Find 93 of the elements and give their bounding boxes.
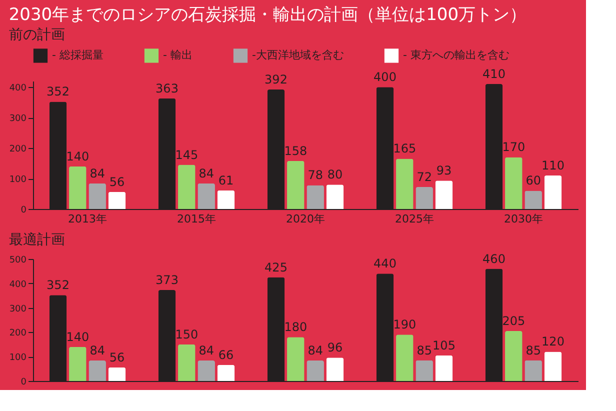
bar xyxy=(108,367,126,381)
data-label: 84 xyxy=(90,166,105,180)
x-tick-label: 2013年 xyxy=(68,212,107,226)
bar xyxy=(416,360,433,381)
x-tick-label: 2015年 xyxy=(177,212,216,226)
data-label: 352 xyxy=(46,84,70,99)
x-tick-label: 2020年 xyxy=(286,212,325,226)
bar xyxy=(524,190,542,209)
bar xyxy=(435,355,453,381)
y-tick-label: 100 xyxy=(9,353,27,364)
bar xyxy=(505,330,522,381)
data-label: 66 xyxy=(218,348,234,362)
data-label: 78 xyxy=(308,168,323,182)
data-label: 84 xyxy=(90,344,105,358)
bar xyxy=(88,360,106,381)
bar xyxy=(178,344,196,381)
data-label: 440 xyxy=(374,256,396,271)
data-label: 72 xyxy=(416,170,432,184)
chart-title: 最適計画 xyxy=(8,232,65,248)
data-label: 352 xyxy=(46,278,70,292)
bar xyxy=(217,364,235,381)
data-label: 140 xyxy=(66,330,90,344)
bar xyxy=(544,352,562,381)
y-tick-label: 100 xyxy=(9,175,27,186)
bar xyxy=(287,160,304,209)
bar xyxy=(326,358,344,381)
data-label: 460 xyxy=(482,252,506,266)
bar xyxy=(217,190,235,209)
x-tick-label: 2025年 xyxy=(395,212,434,226)
bar xyxy=(396,158,414,209)
data-label: 410 xyxy=(482,67,506,82)
data-label: 190 xyxy=(393,318,416,332)
data-label: 61 xyxy=(218,173,234,188)
legend-label: - 総採掘量 xyxy=(52,48,104,62)
bar xyxy=(69,346,86,381)
data-label: 84 xyxy=(198,166,214,180)
legend-label: - 東方への輸出を含む xyxy=(403,48,510,62)
y-tick-label: 0 xyxy=(20,378,27,388)
data-label: 400 xyxy=(374,70,396,84)
x-tick-label: 2030年 xyxy=(504,212,543,226)
y-tick-label: 300 xyxy=(9,304,27,314)
y-tick-label: 0 xyxy=(20,206,27,216)
bar xyxy=(435,180,453,209)
bar xyxy=(287,337,304,381)
bar xyxy=(306,185,324,209)
bar xyxy=(69,166,86,209)
data-label: 80 xyxy=(327,168,343,182)
bar xyxy=(524,360,542,381)
bar xyxy=(88,183,106,209)
data-label: 392 xyxy=(264,72,288,87)
data-label: 110 xyxy=(542,158,564,172)
bar xyxy=(306,360,324,381)
data-label: 170 xyxy=(502,140,526,154)
y-tick-label: 500 xyxy=(9,256,27,266)
data-label: 93 xyxy=(436,164,452,178)
y-tick-label: 400 xyxy=(9,280,27,290)
y-tick-label: 400 xyxy=(9,84,27,94)
data-label: 96 xyxy=(327,340,343,355)
data-label: 120 xyxy=(542,334,564,349)
data-label: 373 xyxy=(156,272,178,287)
bar xyxy=(198,360,215,381)
legend-label: - 輸出 xyxy=(163,48,192,62)
data-label: 85 xyxy=(526,343,541,358)
bar xyxy=(108,192,126,209)
data-label: 60 xyxy=(526,174,541,188)
bar xyxy=(326,184,344,209)
data-label: 84 xyxy=(308,344,323,358)
y-tick-label: 300 xyxy=(9,114,27,124)
data-label: 158 xyxy=(284,144,308,158)
data-label: 150 xyxy=(175,327,198,342)
data-label: 84 xyxy=(198,344,214,358)
data-label: 140 xyxy=(66,149,90,164)
data-label: 180 xyxy=(284,320,308,334)
bar xyxy=(396,334,414,381)
bar xyxy=(544,175,562,209)
data-label: 56 xyxy=(109,350,125,364)
data-label: 145 xyxy=(175,148,198,162)
data-label: 165 xyxy=(393,142,416,156)
data-label: 205 xyxy=(502,314,526,328)
y-tick-label: 200 xyxy=(9,144,27,155)
y-tick-label: 200 xyxy=(9,328,27,339)
chart-title: 2030年までのロシアの石炭採掘・輸出の計画（単位は100万トン） xyxy=(8,5,527,25)
data-label: 56 xyxy=(109,174,125,189)
legend-label: -大西洋地域を含む xyxy=(252,48,344,62)
data-label: 425 xyxy=(264,260,288,274)
bar xyxy=(416,187,433,209)
bar xyxy=(178,164,196,209)
bar xyxy=(198,183,215,209)
data-label: 105 xyxy=(432,338,456,352)
chart-subtitle: 前の計画 xyxy=(8,27,65,43)
data-label: 363 xyxy=(156,81,178,96)
bar xyxy=(505,157,522,209)
data-label: 85 xyxy=(416,343,432,358)
